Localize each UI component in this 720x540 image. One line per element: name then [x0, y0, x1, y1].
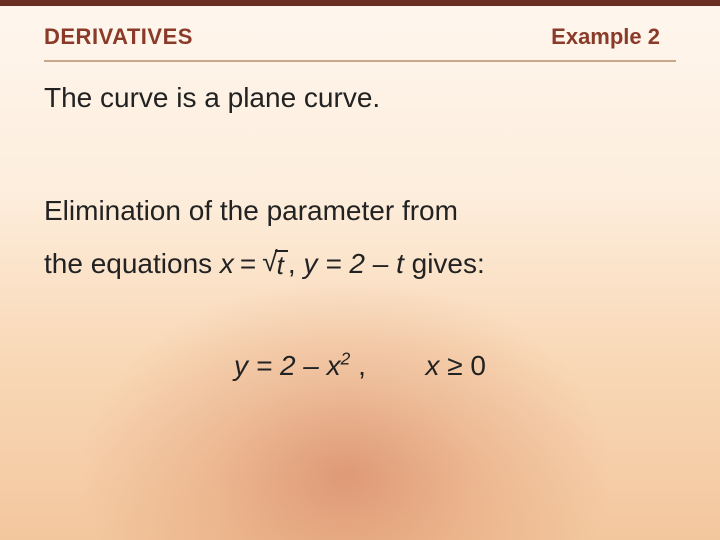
- sqrt-argument: t: [275, 250, 288, 279]
- para-row-1: Elimination of the parameter from: [44, 184, 676, 237]
- slide-body: The curve is a plane curve. Elimination …: [0, 62, 720, 382]
- para-row2-mid: ,: [288, 248, 304, 279]
- result-eq2-rel: ≥ 0: [447, 350, 486, 381]
- result-eq1-comma: ,: [358, 350, 366, 381]
- result-eq1-pre: y = 2 –: [234, 350, 327, 381]
- example-label: Example 2: [551, 24, 660, 50]
- result-eq2: x: [425, 350, 447, 381]
- equation-x-sqrt-t: x = √ t: [220, 237, 288, 290]
- result-line: y = 2 – x2 , x ≥ 0: [44, 350, 676, 382]
- result-eq1: y = 2 – x2: [234, 350, 358, 381]
- result-eq2-var: x: [425, 350, 439, 381]
- sqrt-icon: √ t: [262, 248, 288, 279]
- elimination-paragraph: Elimination of the parameter from the eq…: [44, 184, 676, 292]
- section-title: DERIVATIVES: [44, 24, 193, 50]
- result-eq1-var: x: [327, 350, 341, 381]
- result-eq1-sup: 2: [341, 349, 351, 369]
- eq-x-var: x: [220, 237, 234, 290]
- para-row2-pre: the equations: [44, 248, 220, 279]
- eq-x-equals: =: [240, 237, 256, 290]
- equation-y: y = 2 – t: [303, 248, 403, 279]
- slide-header: DERIVATIVES Example 2: [0, 6, 720, 56]
- statement-line: The curve is a plane curve.: [44, 82, 676, 114]
- para-row-2: the equations x = √ t , y = 2 – t gives:: [44, 237, 676, 292]
- para-row2-post: gives:: [404, 248, 485, 279]
